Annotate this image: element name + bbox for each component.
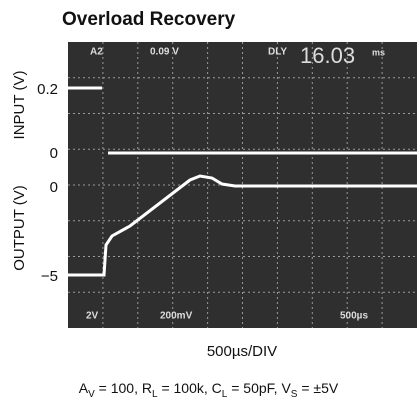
condition-symbol: V — [281, 380, 291, 396]
tick-label: 0 — [50, 145, 58, 162]
traces — [68, 86, 417, 277]
screen-label: 500µs — [340, 311, 368, 322]
condition-subscript: V — [88, 388, 95, 400]
condition-symbol: R — [141, 380, 152, 396]
screen-readout: 16.03 — [300, 43, 355, 68]
conditions: AV = 100, RL = 100k, CL = 50pF, VS = ±5V — [0, 380, 417, 400]
condition-value: = 50pF, — [227, 380, 282, 396]
tick-label: −5 — [41, 268, 58, 285]
condition-subscript: L — [221, 388, 228, 400]
screen-text: A2 0.09 V DLY 16.03 ms 2V 200mV 500µs — [86, 43, 385, 322]
x-axis-label: 500µs/DIV — [207, 343, 277, 360]
axis-label: OUTPUT (V) — [11, 185, 28, 271]
condition-symbol: C — [211, 380, 222, 396]
condition-subscript: L — [152, 388, 158, 400]
screen-label: DLY — [268, 47, 287, 58]
screen-label: 2V — [86, 311, 99, 322]
condition-value: = 100, — [94, 380, 142, 396]
condition-subscript: S — [290, 388, 298, 400]
screen-label: 200mV — [160, 311, 193, 322]
condition-symbol: A — [78, 380, 89, 396]
tick-label: 0 — [50, 179, 58, 196]
screen-label: 0.09 V — [150, 47, 179, 58]
tick-label: 0.2 — [37, 81, 58, 98]
screen-label: A2 — [90, 47, 103, 58]
condition-value: = 100k, — [157, 380, 212, 396]
screen-readout-unit: ms — [372, 47, 385, 57]
title: Overload Recovery — [62, 9, 236, 30]
output-trace — [68, 174, 417, 277]
condition-value: = ±5V — [297, 380, 339, 396]
axis-label: INPUT (V) — [11, 71, 28, 140]
